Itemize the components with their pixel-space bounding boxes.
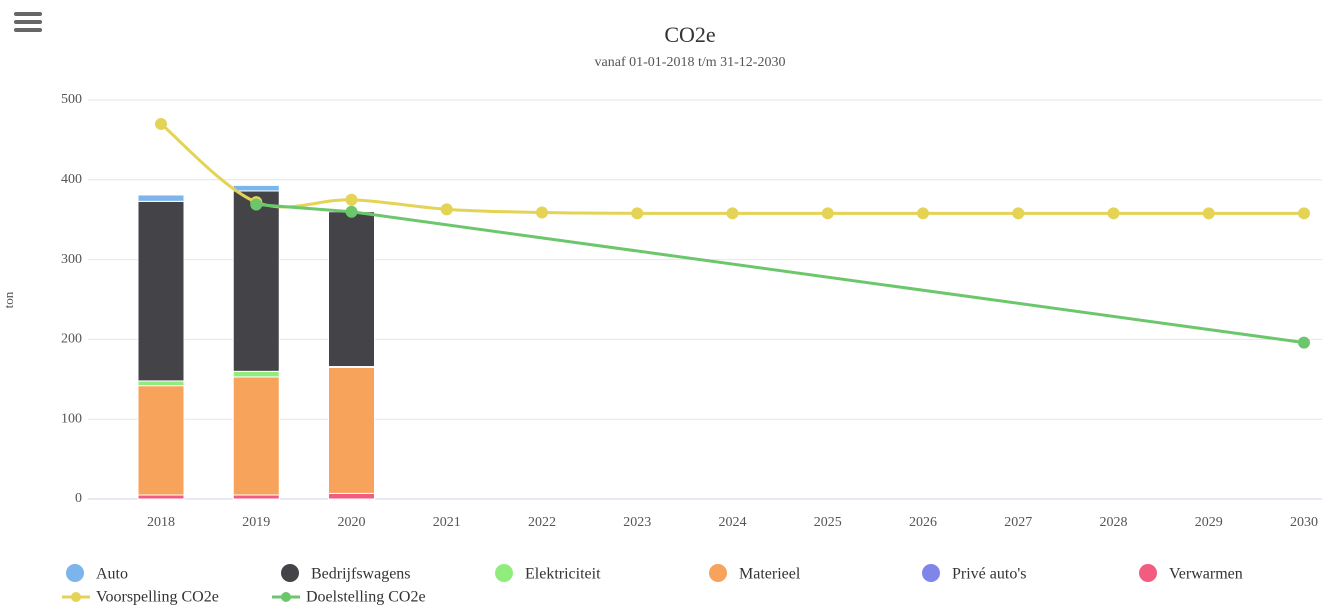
legend-item[interactable]: Elektriciteit (495, 564, 601, 583)
y-tick-label: 300 (61, 252, 82, 267)
chart-title: CO2e (664, 22, 715, 47)
bar-segment (137, 494, 185, 500)
x-tick-label: 2025 (814, 515, 842, 530)
bar-segment (137, 385, 185, 496)
legend-label: Auto (96, 566, 128, 583)
legend-symbol (66, 564, 84, 582)
x-tick-label: 2030 (1290, 515, 1318, 530)
y-tick-label: 400 (61, 172, 82, 187)
x-tick-label: 2027 (1004, 515, 1032, 530)
legend-symbol (709, 564, 727, 582)
x-tick-label: 2024 (719, 515, 747, 530)
legend-item[interactable]: Bedrijfswagens (281, 564, 411, 583)
chart-subtitle: vanaf 01-01-2018 t/m 31-12-2030 (595, 55, 786, 70)
line (160, 122, 1304, 215)
point (1107, 207, 1120, 220)
x-tick-label: 2026 (909, 515, 937, 530)
bar-segment (232, 184, 280, 192)
legend-item[interactable]: Voorspelling CO2e (62, 589, 219, 606)
point (1202, 207, 1215, 220)
point (440, 203, 453, 216)
legend-item[interactable]: Materieel (709, 564, 801, 583)
x-tick-label: 2019 (242, 515, 270, 530)
bar-segment (137, 380, 185, 387)
legend-label: Elektriciteit (525, 566, 601, 583)
bar-segment (232, 190, 280, 372)
legend-label: Privé auto's (952, 566, 1026, 583)
x-tick-label: 2021 (433, 515, 461, 530)
menu-icon[interactable] (14, 12, 42, 32)
legend-symbol (281, 592, 291, 602)
point (1012, 207, 1025, 220)
legend-item[interactable]: Doelstelling CO2e (272, 589, 426, 606)
x-tick-label: 2020 (338, 515, 366, 530)
legend-label: Materieel (739, 566, 801, 583)
point (250, 198, 263, 211)
legend-symbol (495, 564, 513, 582)
point (536, 206, 548, 219)
y-tick-label: 200 (61, 332, 82, 347)
point (1298, 336, 1310, 349)
legend-item[interactable]: Auto (66, 564, 128, 583)
x-tick-label: 2028 (1100, 515, 1128, 530)
x-tick-label: 2023 (623, 515, 651, 530)
bar-segment (232, 370, 280, 378)
legend-label: Bedrijfswagens (311, 566, 411, 583)
legend-label: Doelstelling CO2e (306, 589, 426, 606)
x-tick-label: 2029 (1195, 515, 1223, 530)
point (1298, 207, 1310, 220)
line (256, 203, 1305, 345)
bar-segment (137, 200, 185, 382)
x-tick-label: 2018 (147, 515, 175, 530)
y-tick-label: 500 (61, 92, 82, 107)
x-tick-label: 2022 (528, 515, 556, 530)
point (726, 207, 739, 220)
legend-item[interactable]: Verwarmen (1139, 564, 1243, 583)
point (631, 207, 644, 220)
legend-symbol (71, 592, 81, 602)
legend-label: Verwarmen (1169, 566, 1243, 583)
legend-item[interactable]: Privé auto's (922, 564, 1026, 583)
bar-segment (232, 376, 280, 496)
bar-segment (232, 494, 280, 500)
point (821, 207, 834, 220)
point (155, 117, 167, 130)
point (345, 193, 358, 206)
bar-segment (137, 194, 185, 202)
y-tick-label: 100 (61, 411, 82, 426)
legend-symbol (281, 564, 299, 582)
legend-symbol (1139, 564, 1157, 582)
bar-segment (328, 366, 375, 494)
legend-label: Voorspelling CO2e (96, 589, 219, 606)
bar-segment (328, 211, 375, 368)
y-tick-label: 0 (75, 491, 82, 506)
legend-symbol (922, 564, 940, 582)
point (917, 207, 929, 220)
point (345, 205, 358, 218)
y-axis-label: ton (1, 291, 16, 308)
bar-segment (328, 492, 375, 500)
